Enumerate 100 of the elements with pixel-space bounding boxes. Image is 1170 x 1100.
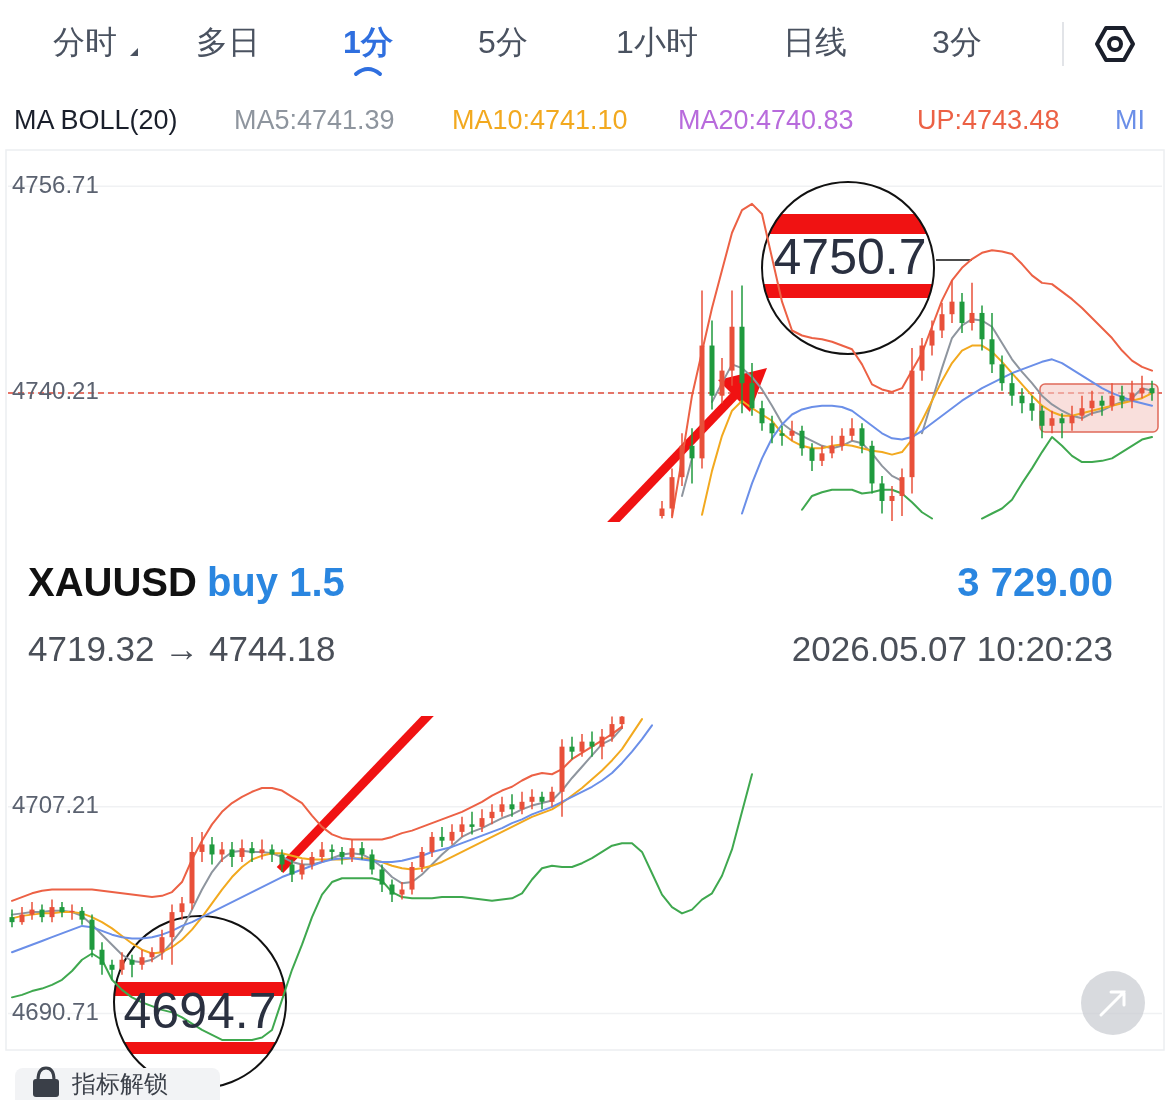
- annotation: 4750.7: [773, 229, 927, 286]
- candlestick: [1099, 394, 1105, 417]
- candlestick: [239, 838, 245, 863]
- candlestick: [519, 791, 525, 816]
- candlestick: [289, 858, 295, 883]
- y-tick-label: 4740.21: [12, 377, 99, 405]
- candlestick: [219, 841, 225, 863]
- candlestick: [579, 733, 585, 758]
- candlestick: [969, 282, 975, 332]
- text: 指标解锁: [71, 1070, 168, 1098]
- candlestick: [889, 485, 895, 522]
- candlestick: [129, 953, 135, 979]
- candlestick: [299, 858, 305, 881]
- candlestick: [109, 959, 115, 981]
- text: MA10:4741.10: [452, 105, 628, 136]
- text: MA20:4740.83: [678, 105, 854, 136]
- candlestick: [339, 846, 345, 866]
- candlestick: [209, 836, 215, 866]
- candlestick: [419, 846, 425, 873]
- candlestick: [949, 279, 955, 324]
- candlestick: [1149, 379, 1155, 402]
- candlestick: [1049, 409, 1055, 435]
- candlestick: [1039, 404, 1045, 440]
- text: 1分: [343, 24, 393, 61]
- candlestick: [29, 901, 35, 921]
- candlestick: [469, 811, 475, 836]
- candlestick: [1029, 394, 1035, 422]
- text: MA5:4741.39: [234, 105, 395, 136]
- candlestick: [999, 354, 1005, 392]
- candlestick: [349, 838, 355, 863]
- y-tick-label: 4756.71: [12, 170, 99, 198]
- text: 1小时: [616, 24, 698, 61]
- candlestick: [489, 803, 495, 826]
- candlestick: [819, 445, 825, 467]
- candlestick: [159, 928, 165, 961]
- candlestick: [879, 475, 885, 515]
- candlestick: [599, 728, 605, 760]
- candlestick: [9, 908, 15, 928]
- candlestick: [769, 414, 775, 445]
- candlestick: [809, 442, 815, 472]
- candlestick: [759, 399, 765, 432]
- text: 日线: [783, 24, 847, 61]
- candlestick: [509, 793, 515, 818]
- annotation: XAUUSD: [28, 559, 197, 604]
- candlestick: [119, 951, 125, 976]
- candlestick: [429, 831, 435, 858]
- candlestick: [929, 319, 935, 357]
- candlestick: [1009, 372, 1015, 407]
- annotation: 4719.32 → 4744.18: [28, 629, 336, 669]
- candlestick: [199, 831, 205, 863]
- candlestick: [689, 427, 695, 485]
- candlestick: [859, 422, 865, 455]
- candlestick: [789, 420, 795, 442]
- candlestick: [139, 948, 145, 971]
- text: 5分: [478, 24, 528, 61]
- annotation: 3 729.00: [957, 559, 1113, 604]
- candlestick: [259, 838, 265, 861]
- candlestick: [839, 427, 845, 452]
- candlestick: [369, 848, 375, 876]
- candlestick: [409, 861, 415, 896]
- candlestick: [439, 826, 445, 848]
- candlestick: [549, 786, 555, 808]
- candlestick: [229, 841, 235, 868]
- y-tick-label: 4690.71: [12, 997, 99, 1025]
- candlestick: [569, 735, 575, 760]
- annotation: buy 1.5: [206, 559, 345, 604]
- candlestick: [329, 843, 335, 861]
- y-tick-label: 4707.21: [12, 791, 99, 819]
- text: MA BOLL(20): [14, 105, 178, 136]
- candlestick: [779, 425, 785, 447]
- candlestick: [269, 843, 275, 863]
- candlestick: [609, 715, 615, 743]
- candlestick: [459, 816, 465, 838]
- candlestick: [449, 823, 455, 846]
- candlestick: [479, 808, 485, 833]
- candlestick: [389, 878, 395, 903]
- candlestick: [1069, 404, 1075, 432]
- text: MI: [1115, 105, 1145, 136]
- candlestick: [539, 791, 545, 811]
- candlestick: [829, 435, 835, 460]
- text: 3分: [932, 24, 982, 61]
- text: 多日: [196, 24, 260, 61]
- candlestick: [799, 425, 805, 457]
- text: 分时: [53, 24, 117, 61]
- candlestick: [589, 730, 595, 758]
- candlestick: [849, 417, 855, 442]
- candlestick: [279, 848, 285, 873]
- candlestick: [499, 796, 505, 818]
- candlestick: [1059, 412, 1065, 440]
- candlestick: [319, 841, 325, 863]
- candlestick: [1079, 394, 1085, 422]
- text: UP:4743.48: [917, 105, 1060, 136]
- candlestick: [529, 788, 535, 811]
- candlestick: [959, 292, 965, 334]
- candlestick: [399, 881, 405, 901]
- candlestick: [99, 941, 105, 976]
- candlestick: [899, 467, 905, 517]
- candlestick: [379, 863, 385, 893]
- candlestick: [249, 841, 255, 863]
- annotation: 2026.05.07 10:20:23: [791, 629, 1113, 669]
